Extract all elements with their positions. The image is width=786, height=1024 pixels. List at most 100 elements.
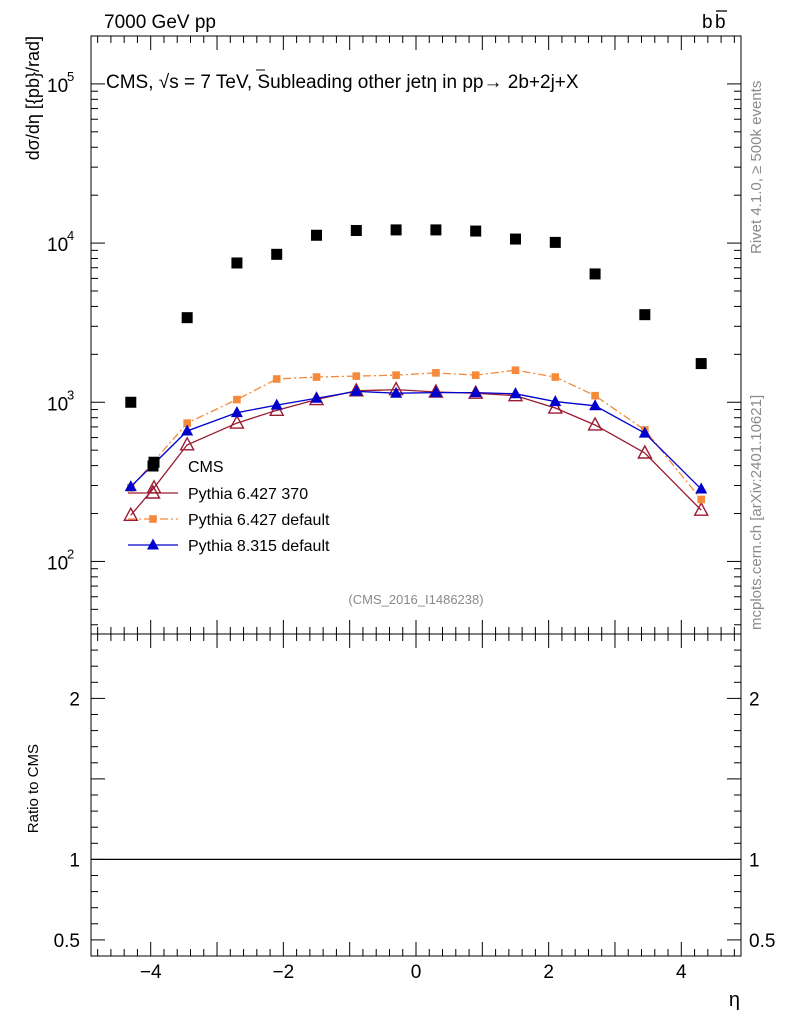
data-point bbox=[549, 236, 561, 248]
y-tick-label: 104 bbox=[47, 228, 74, 256]
data-point bbox=[639, 309, 651, 321]
legend-entry: Pythia 6.427 370 bbox=[128, 484, 308, 503]
analysis-id: (CMS_2016_I1486238) bbox=[348, 592, 483, 607]
data-point bbox=[183, 419, 191, 427]
ratio-tick-label-left: 2 bbox=[69, 689, 80, 710]
data-point bbox=[231, 257, 243, 269]
y-tick-exp: 4 bbox=[67, 228, 74, 243]
data-point bbox=[509, 387, 522, 399]
x-tick-label: −2 bbox=[273, 962, 295, 983]
data-point bbox=[124, 480, 137, 492]
data-point bbox=[352, 372, 361, 380]
data-point bbox=[549, 395, 562, 407]
data-point bbox=[230, 406, 243, 418]
data-point bbox=[693, 501, 709, 516]
x-axis-label: η bbox=[729, 989, 740, 1011]
data-point bbox=[469, 386, 482, 398]
series-line bbox=[130, 390, 702, 490]
ratio-tick-label-right: 1 bbox=[749, 850, 760, 871]
y-tick-base: 10 bbox=[47, 76, 68, 97]
process-label-base: b bbox=[702, 12, 713, 33]
data-point bbox=[695, 482, 708, 494]
mcplots-label: mcplots.cern.ch [arXiv:2401.10621] bbox=[748, 395, 765, 630]
legend-marker bbox=[149, 515, 157, 523]
data-point bbox=[271, 248, 283, 260]
title-suffix: s = 7 TeV, Subleading other jetη in pp→ … bbox=[169, 72, 579, 93]
data-point bbox=[310, 391, 323, 403]
series-0 bbox=[125, 224, 707, 468]
rivet-label: Rivet 4.1.0, ≥ 500k events bbox=[748, 81, 765, 254]
y-tick-base: 10 bbox=[47, 235, 68, 256]
x-tick-label: −4 bbox=[140, 962, 162, 983]
legend-label: CMS bbox=[188, 459, 224, 476]
data-point bbox=[551, 373, 560, 381]
data-point bbox=[125, 396, 137, 408]
legend: CMS Pythia 6.427 370 Pythia 6.427 default P… bbox=[128, 459, 330, 555]
ratio-tick-label-left: 1 bbox=[69, 850, 80, 871]
legend-marker bbox=[147, 538, 159, 550]
data-point bbox=[470, 225, 482, 237]
data-point bbox=[547, 399, 563, 414]
legend-marker bbox=[147, 460, 159, 472]
x-tick-label: 4 bbox=[676, 962, 687, 983]
ratio-tick-label-right: 0.5 bbox=[749, 931, 775, 952]
data-point bbox=[392, 371, 400, 379]
legend-entry: Pythia 6.427 default bbox=[128, 512, 330, 529]
data-series bbox=[123, 224, 709, 521]
data-point bbox=[233, 395, 241, 404]
y-axis-label: dσ/dη [{pb}/rad] bbox=[23, 36, 43, 160]
title-prefix: CMS, bbox=[106, 72, 159, 93]
data-point bbox=[697, 495, 706, 504]
data-point bbox=[509, 233, 521, 245]
data-point bbox=[181, 312, 193, 324]
data-point bbox=[179, 436, 195, 451]
series-line bbox=[130, 369, 702, 500]
title-sqrt: √ bbox=[159, 72, 170, 93]
data-point bbox=[637, 444, 653, 459]
data-point bbox=[181, 424, 194, 436]
data-point bbox=[350, 224, 362, 236]
data-point bbox=[429, 386, 442, 398]
x-tick-label: 2 bbox=[543, 962, 554, 983]
x-tick-label: 0 bbox=[411, 962, 422, 983]
y-tick-label: 103 bbox=[47, 387, 74, 415]
legend-label: Pythia 6.427 370 bbox=[188, 486, 308, 503]
data-point bbox=[272, 375, 281, 383]
ratio-tick-label-right: 2 bbox=[749, 689, 760, 710]
data-point bbox=[123, 506, 139, 521]
process-label-bar: b bbox=[715, 12, 726, 33]
y-tick-base: 10 bbox=[47, 394, 68, 415]
data-point bbox=[511, 366, 520, 375]
data-point bbox=[350, 384, 363, 396]
y-tick-label: 102 bbox=[47, 546, 74, 574]
data-point bbox=[311, 229, 323, 241]
energy-label: 7000 GeV pp bbox=[104, 12, 216, 33]
legend-marker bbox=[145, 484, 161, 499]
legend-entry: CMS bbox=[147, 459, 224, 476]
data-point bbox=[430, 224, 442, 236]
data-point bbox=[390, 386, 403, 398]
process-label: b b bbox=[702, 10, 727, 33]
legend-label: Pythia 6.427 default bbox=[188, 512, 330, 529]
data-point bbox=[229, 414, 245, 429]
data-point bbox=[589, 268, 601, 280]
data-point bbox=[591, 391, 599, 400]
legend-entry: Pythia 8.315 default bbox=[128, 538, 330, 555]
data-point bbox=[432, 369, 440, 377]
legend-label: Pythia 8.315 default bbox=[188, 538, 330, 555]
data-point bbox=[695, 358, 707, 370]
y-tick-base: 10 bbox=[47, 553, 68, 574]
data-point bbox=[270, 398, 283, 410]
ratio-tick-label-left: 0.5 bbox=[54, 931, 80, 952]
data-point bbox=[471, 371, 480, 379]
data-point bbox=[638, 426, 651, 438]
plot-title: CMS, √s = 7 TeV, Subleading other jetη i… bbox=[106, 72, 579, 93]
y-tick-label: 105 bbox=[47, 69, 74, 97]
ratio-plot-frame bbox=[90, 633, 742, 957]
data-point bbox=[587, 416, 603, 431]
data-point bbox=[312, 373, 321, 381]
y-tick-exp: 2 bbox=[67, 546, 74, 561]
y-tick-exp: 3 bbox=[67, 387, 74, 402]
